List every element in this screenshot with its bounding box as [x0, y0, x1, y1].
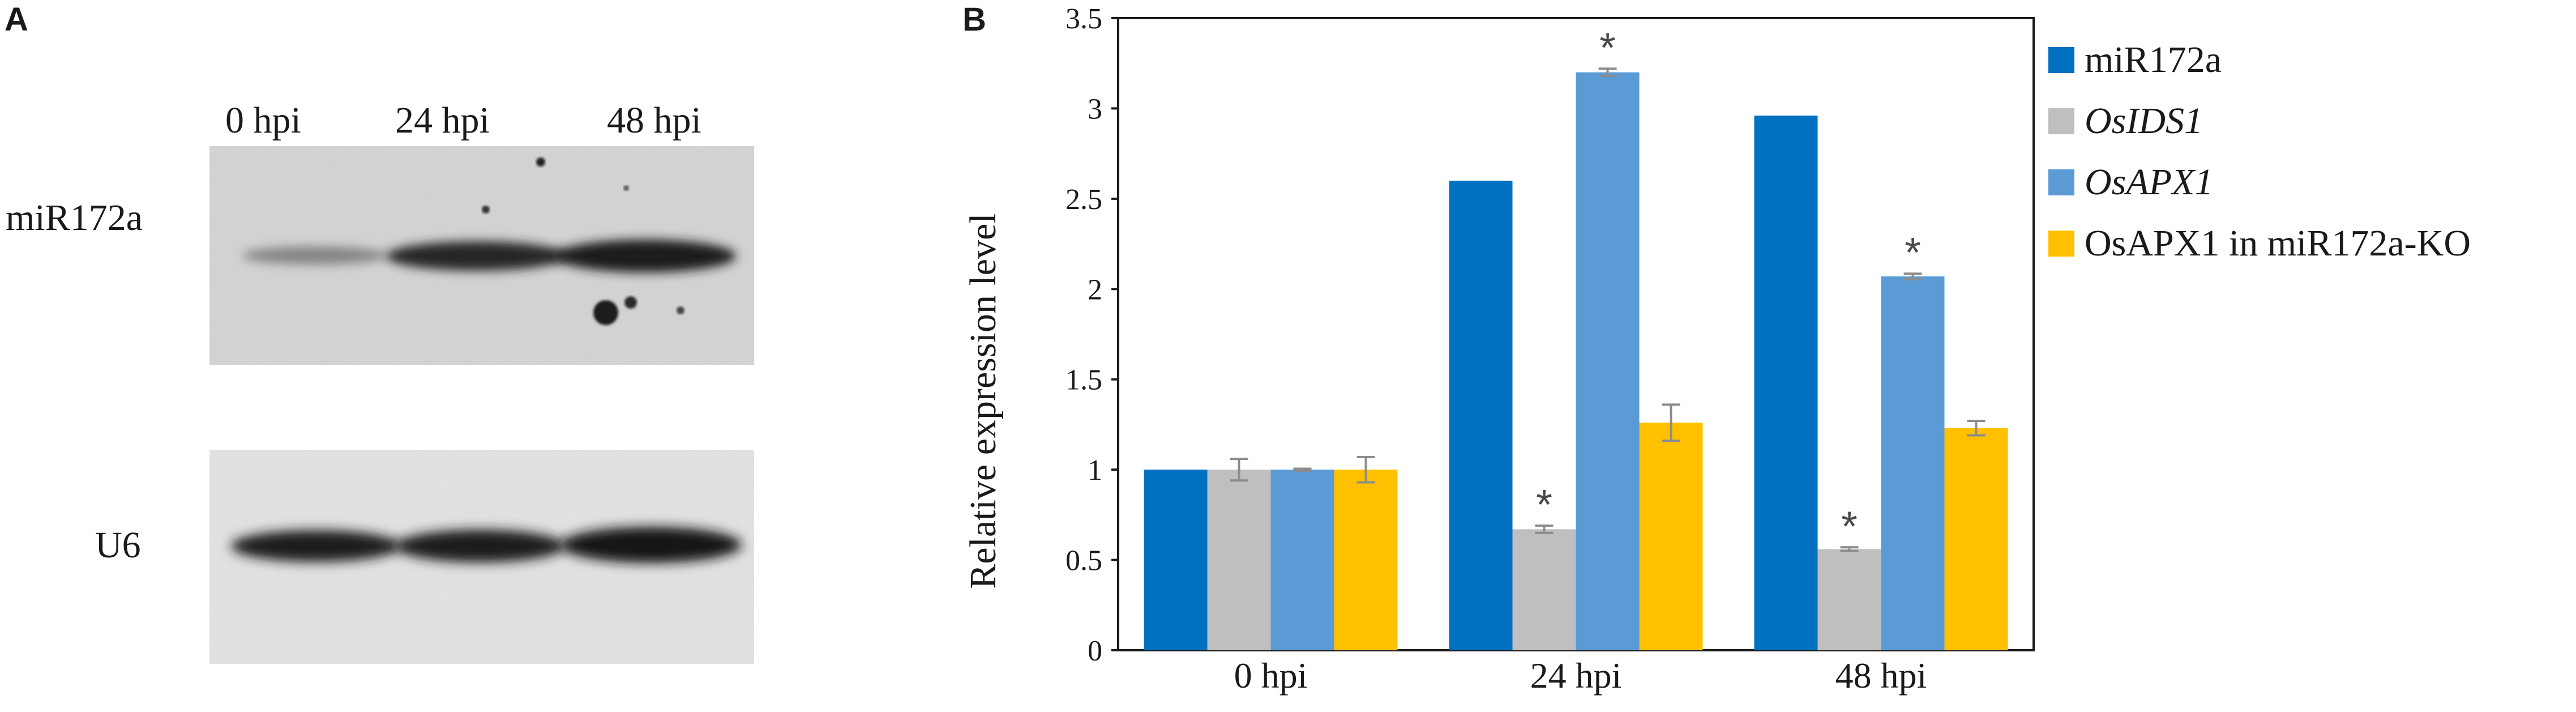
chart-legend: miR172a OsIDS1 OsAPX1 OsAPX1 in miR172a-…	[2048, 29, 2471, 274]
significance-star: *	[1599, 24, 1616, 71]
legend-label-osapx1-ko: OsAPX1 in miR172a-KO	[2085, 223, 2471, 264]
legend-swatch-osapx1	[2048, 169, 2074, 195]
blot-band-u6-24hpi	[395, 530, 565, 562]
bar-osids1-48hpi	[1817, 549, 1881, 650]
legend-swatch-osids1	[2048, 108, 2074, 134]
blot-band-mir-24hpi	[386, 241, 567, 271]
significance-star: *	[1841, 502, 1858, 549]
x-category-label: 0 hpi	[1234, 655, 1308, 696]
bar-osapx1-in-mir172a-ko-48hpi	[1944, 428, 2008, 650]
bar-mir172a-24hpi	[1449, 180, 1513, 650]
bar-mir172a-48hpi	[1754, 116, 1818, 650]
bar-osids1-0hpi	[1207, 470, 1271, 650]
legend-item-osids1: OsIDS1	[2048, 91, 2471, 152]
blot-band-mir-0hpi	[242, 246, 387, 265]
legend-item-mir172a: miR172a	[2048, 29, 2471, 91]
legend-label-mir172a: miR172a	[2085, 39, 2222, 80]
blot-lane-label-0hpi: 0 hpi	[225, 100, 301, 141]
legend-swatch-mir172a	[2048, 47, 2074, 73]
legend-item-osapx1: OsAPX1	[2048, 152, 2471, 213]
blot-band-mir-48hpi	[555, 240, 736, 272]
blot-lane-label-24hpi: 24 hpi	[395, 100, 490, 141]
bar-mir172a-0hpi	[1144, 470, 1208, 650]
significance-star: *	[1905, 229, 1921, 276]
legend-label-osids1: OsIDS1	[2085, 100, 2203, 142]
y-tick-label: 0	[1088, 635, 1102, 667]
y-tick-label: 1	[1088, 454, 1102, 487]
blot-lane-label-48hpi: 48 hpi	[607, 100, 701, 141]
legend-item-osapx1-ko: OsAPX1 in miR172a-KO	[2048, 213, 2471, 274]
x-category-label: 24 hpi	[1530, 655, 1622, 696]
y-tick-label: 1.5	[1066, 364, 1102, 396]
y-tick-label: 0.5	[1066, 545, 1102, 577]
y-tick-label: 2.5	[1066, 184, 1102, 216]
y-tick-label: 2	[1088, 274, 1102, 306]
y-tick-label: 3	[1088, 93, 1102, 125]
bar-osapx1-48hpi	[1881, 276, 1945, 651]
blot-image-u6	[209, 450, 754, 664]
bar-osapx1-in-mir172a-ko-24hpi	[1639, 423, 1703, 650]
blot-image-mir172a	[209, 146, 754, 365]
blot-row-label-mir172a: miR172a	[6, 197, 143, 238]
legend-label-osapx1: OsAPX1	[2085, 161, 2214, 203]
y-axis-label: Relative expression level	[962, 213, 1004, 589]
x-category-label: 48 hpi	[1835, 655, 1927, 696]
legend-swatch-osapx1-ko	[2048, 231, 2074, 257]
blot-band-u6-0hpi	[231, 530, 401, 562]
panel-b-letter: B	[962, 1, 986, 38]
bar-osapx1-24hpi	[1576, 72, 1640, 650]
blot-band-u6-48hpi	[560, 527, 742, 563]
y-tick-label: 3.5	[1066, 3, 1102, 35]
bar-osapx1-in-mir172a-ko-0hpi	[1334, 470, 1398, 650]
bar-osapx1-0hpi	[1270, 470, 1334, 650]
bar-osids1-24hpi	[1512, 529, 1576, 650]
blot-row-label-u6: U6	[95, 525, 141, 566]
significance-star: *	[1536, 481, 1552, 528]
panel-a-letter: A	[5, 1, 28, 38]
